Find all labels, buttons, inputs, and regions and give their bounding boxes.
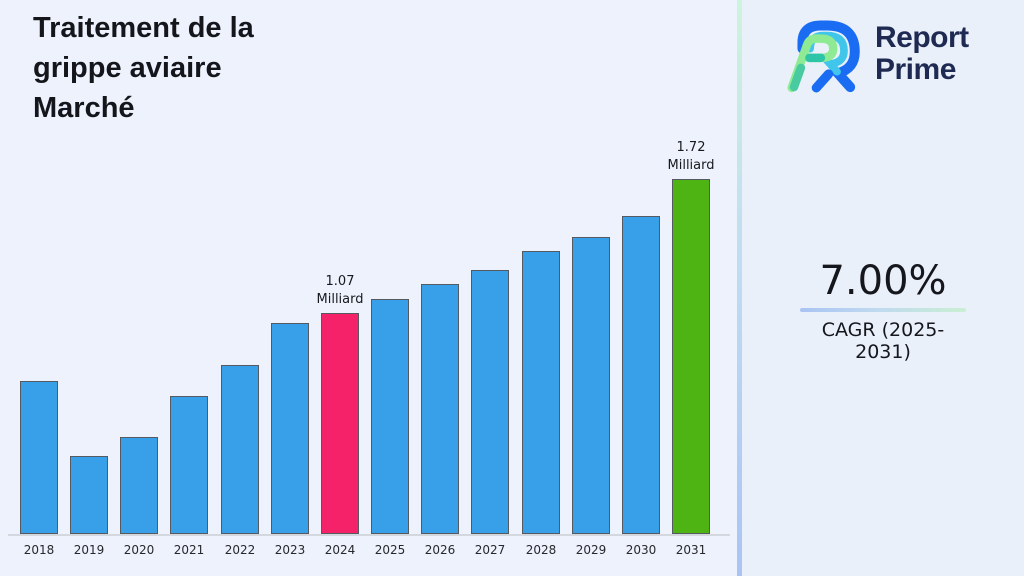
x-tick-2027: 2027 [474, 543, 506, 557]
bar-2026 [421, 284, 459, 534]
x-tick-2022: 2022 [224, 543, 256, 557]
x-tick-2031: 2031 [675, 543, 707, 557]
x-tick-2020: 2020 [123, 543, 155, 557]
cagr-underline [800, 308, 966, 312]
cagr-label: CAGR (2025-2031) [821, 319, 945, 363]
x-axis-line [8, 534, 730, 536]
x-tick-2025: 2025 [374, 543, 406, 557]
bar-2023 [271, 323, 309, 534]
bar-2025 [371, 299, 409, 534]
x-tick-2029: 2029 [575, 543, 607, 557]
bar-2028 [522, 251, 560, 534]
brand-name-line2: Prime [875, 53, 956, 86]
cagr-value: 7.00% [819, 258, 947, 304]
brand-logo: Report Prime [784, 12, 969, 96]
bar-2027 [471, 270, 509, 534]
x-tick-2021: 2021 [173, 543, 205, 557]
x-tick-2024: 2024 [324, 543, 356, 557]
brand-name: Report Prime [875, 22, 969, 86]
x-tick-2023: 2023 [274, 543, 306, 557]
x-tick-2019: 2019 [73, 543, 105, 557]
x-tick-2030: 2030 [625, 543, 657, 557]
bar-label-2031: 1.72 Milliard [667, 140, 715, 173]
bar-2019 [70, 456, 108, 534]
cagr-block: 7.00% CAGR (2025-2031) [798, 257, 968, 363]
bar-2031 [672, 179, 710, 534]
x-tick-2028: 2028 [525, 543, 557, 557]
bar-2029 [572, 237, 610, 534]
x-tick-2026: 2026 [424, 543, 456, 557]
panel-divider [737, 0, 742, 576]
bar-2022 [221, 365, 259, 534]
bar-2018 [20, 381, 58, 534]
bar-label-2024: 1.07 Milliard [316, 274, 364, 307]
bar-2030 [622, 216, 660, 534]
bar-2021 [170, 396, 208, 534]
page-title: Traitement de la grippe aviaire Marché [33, 12, 254, 124]
brand-name-line1: Report [875, 21, 969, 54]
right-panel [742, 0, 1024, 576]
x-tick-2018: 2018 [23, 543, 55, 557]
bar-2024 [321, 313, 359, 534]
bar-2020 [120, 437, 158, 534]
report-prime-logo-icon [787, 20, 860, 93]
